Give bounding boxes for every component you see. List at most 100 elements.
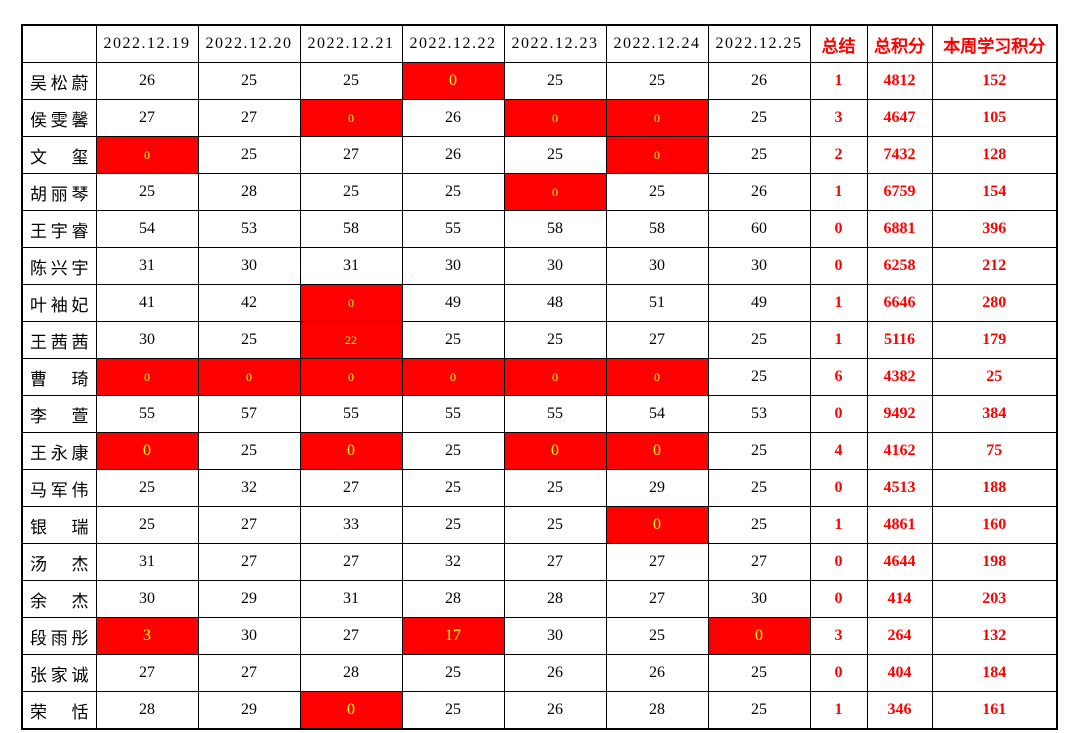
- total-points-cell: 7432: [866, 136, 933, 174]
- table-body: 吴松蔚 26 25 25 0 25 25 26 1 4812 152 侯雯馨 27 27 0 26 0 0 25 3 4…: [21, 62, 1058, 730]
- score-cell: 25: [197, 321, 301, 359]
- score-cell: 25: [707, 432, 811, 470]
- student-name: 王宇睿: [21, 210, 97, 248]
- score-cell: 30: [197, 617, 301, 655]
- header-date-7: 2022.12.25: [707, 24, 811, 63]
- highlighted-score-cell: 0: [605, 432, 709, 470]
- score-cell: 32: [401, 543, 505, 581]
- score-cell: 25: [197, 136, 301, 174]
- total-points-cell: 414: [866, 580, 933, 618]
- score-cell: 25: [707, 99, 811, 137]
- score-cell: 26: [707, 173, 811, 211]
- total-points-cell: 264: [866, 617, 933, 655]
- score-cell: 25: [707, 469, 811, 507]
- highlighted-score-cell: 0: [299, 691, 403, 730]
- score-cell: 28: [503, 580, 607, 618]
- total-points-cell: 4812: [866, 62, 933, 100]
- table-row: 张家诚 27 27 28 25 26 26 25 0 404 184: [21, 654, 1058, 692]
- score-cell: 42: [197, 284, 301, 322]
- table-row: 侯雯馨 27 27 0 26 0 0 25 3 4647 105: [21, 99, 1058, 137]
- student-name: 叶袖妃: [21, 284, 97, 322]
- score-cell: 30: [707, 580, 811, 618]
- score-cell: 25: [503, 506, 607, 544]
- total-points-cell: 404: [866, 654, 933, 692]
- score-cell: 29: [197, 691, 301, 730]
- summary-cell: 1: [809, 691, 868, 730]
- score-cell: 27: [503, 543, 607, 581]
- total-points-cell: 4644: [866, 543, 933, 581]
- table-row: 陈兴宇 31 30 31 30 30 30 30 0 6258 212: [21, 247, 1058, 285]
- score-cell: 25: [707, 691, 811, 730]
- table-row: 李萱 55 57 55 55 55 54 53 0 9492 384: [21, 395, 1058, 433]
- score-cell: 49: [707, 284, 811, 322]
- student-name: 银瑞: [21, 506, 97, 544]
- score-cell: 29: [197, 580, 301, 618]
- student-name: 段雨彤: [21, 617, 97, 655]
- score-cell: 60: [707, 210, 811, 248]
- table-row: 银瑞 25 27 33 25 25 0 25 1 4861 160: [21, 506, 1058, 544]
- summary-cell: 0: [809, 469, 868, 507]
- score-cell: 28: [197, 173, 301, 211]
- header-date-4: 2022.12.22: [401, 24, 505, 63]
- score-cell: 53: [197, 210, 301, 248]
- total-points-cell: 6881: [866, 210, 933, 248]
- total-points-cell: 9492: [866, 395, 933, 433]
- score-cell: 55: [503, 395, 607, 433]
- score-cell: 25: [707, 136, 811, 174]
- score-cell: 27: [197, 654, 301, 692]
- student-name: 余杰: [21, 580, 97, 618]
- summary-cell: 1: [809, 284, 868, 322]
- total-points-cell: 4647: [866, 99, 933, 137]
- summary-cell: 0: [809, 210, 868, 248]
- score-cell: 41: [95, 284, 199, 322]
- weekly-study-points-table: 2022.12.19 2022.12.20 2022.12.21 2022.12…: [21, 24, 1058, 730]
- highlighted-score-cell: 0: [605, 99, 709, 137]
- score-cell: 30: [503, 617, 607, 655]
- student-name: 荣恬: [21, 691, 97, 730]
- table-row: 荣恬 28 29 0 25 26 28 25 1 346 161: [21, 691, 1058, 730]
- highlighted-score-cell: 0: [299, 358, 403, 396]
- student-name: 王茜茜: [21, 321, 97, 359]
- score-cell: 27: [197, 543, 301, 581]
- score-cell: 28: [605, 691, 709, 730]
- score-cell: 25: [299, 173, 403, 211]
- week-points-cell: 132: [931, 617, 1058, 655]
- summary-cell: 1: [809, 173, 868, 211]
- score-cell: 31: [95, 543, 199, 581]
- score-cell: 25: [95, 469, 199, 507]
- summary-cell: 0: [809, 247, 868, 285]
- student-name: 文玺: [21, 136, 97, 174]
- score-cell: 25: [95, 506, 199, 544]
- highlighted-score-cell: 0: [95, 136, 199, 174]
- score-cell: 26: [95, 62, 199, 100]
- score-cell: 33: [299, 506, 403, 544]
- summary-cell: 1: [809, 62, 868, 100]
- header-summary: 总结: [809, 24, 868, 63]
- total-points-cell: 6646: [866, 284, 933, 322]
- total-points-cell: 346: [866, 691, 933, 730]
- student-name: 吴松蔚: [21, 62, 97, 100]
- score-cell: 26: [707, 62, 811, 100]
- highlighted-score-cell: 0: [95, 432, 199, 470]
- score-cell: 55: [401, 210, 505, 248]
- student-name: 马军伟: [21, 469, 97, 507]
- score-cell: 25: [503, 62, 607, 100]
- total-points-cell: 6759: [866, 173, 933, 211]
- score-cell: 30: [707, 247, 811, 285]
- score-cell: 27: [95, 99, 199, 137]
- score-cell: 55: [95, 395, 199, 433]
- table-row: 王茜茜 30 25 22 25 25 27 25 1 5116 179: [21, 321, 1058, 359]
- score-cell: 25: [503, 469, 607, 507]
- score-cell: 28: [401, 580, 505, 618]
- highlighted-score-cell: 0: [299, 284, 403, 322]
- total-points-cell: 6258: [866, 247, 933, 285]
- highlighted-score-cell: 0: [503, 99, 607, 137]
- summary-cell: 4: [809, 432, 868, 470]
- header-week-points: 本周学习积分: [931, 24, 1058, 63]
- header-date-5: 2022.12.23: [503, 24, 607, 63]
- summary-cell: 0: [809, 654, 868, 692]
- student-name: 曹琦: [21, 358, 97, 396]
- week-points-cell: 280: [931, 284, 1058, 322]
- score-cell: 25: [605, 173, 709, 211]
- table-row: 曹琦 0 0 0 0 0 0 25 6 4382 25: [21, 358, 1058, 396]
